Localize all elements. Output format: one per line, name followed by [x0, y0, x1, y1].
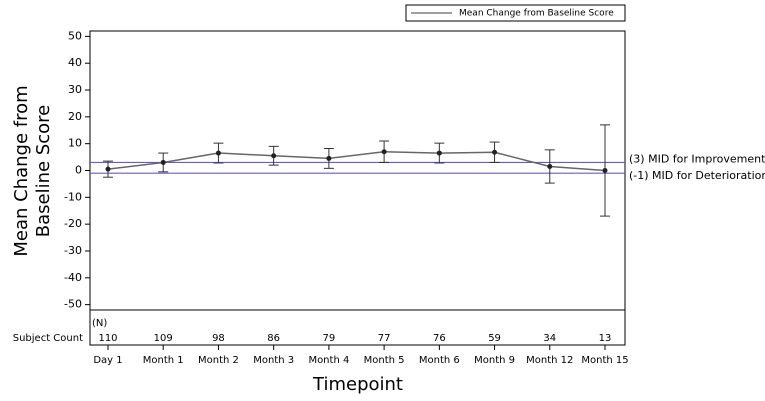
y-tick-label: 50: [68, 29, 82, 42]
y-tick-label: 20: [68, 110, 82, 123]
subject-count: 77: [378, 333, 391, 344]
x-tick-label: Month 3: [253, 355, 294, 366]
subject-count: 76: [433, 333, 446, 344]
point: [492, 149, 498, 155]
x-tick-label: Month 1: [143, 355, 184, 366]
point: [602, 168, 608, 173]
point: [381, 149, 387, 155]
reference-label: (-1) MID for Deterioration: [629, 169, 765, 182]
x-axis-title: Timepoint: [312, 374, 403, 395]
y-tick-label: -10: [64, 190, 82, 203]
y-tick-label: -20: [64, 217, 82, 230]
y-tick-label: 0: [75, 164, 82, 177]
legend-label: Mean Change from Baseline Score: [459, 9, 614, 19]
subject-count: 86: [267, 333, 280, 344]
subject-count: 110: [98, 333, 117, 344]
reference-label: (3) MID for Improvement: [629, 152, 765, 165]
point: [215, 150, 221, 156]
y-tick-label: 10: [68, 137, 82, 150]
subject-count: 109: [154, 333, 173, 344]
x-tick-label: Month 2: [198, 355, 239, 366]
x-tick-label: Month 6: [419, 355, 460, 366]
point: [271, 153, 277, 159]
subject-count: 79: [323, 333, 336, 344]
point: [105, 166, 111, 172]
x-tick-label: Month 15: [581, 355, 628, 366]
x-tick-label: Month 5: [364, 355, 405, 366]
y-tick-label: 30: [68, 83, 82, 96]
subject-count: 13: [599, 333, 612, 344]
series-line: [107, 150, 606, 172]
subject-count: 98: [212, 333, 225, 344]
x-tick-label: Month 12: [526, 355, 573, 366]
point: [160, 159, 166, 165]
point: [436, 150, 442, 156]
plot-frame: [89, 30, 626, 311]
x-tick-label: Day 1: [93, 355, 122, 366]
y-axis-title: Baseline Score: [33, 105, 54, 237]
x-tick-label: Month 9: [474, 355, 515, 366]
x-tick-label: Month 4: [308, 355, 349, 366]
count-label: Subject Count: [13, 333, 83, 344]
y-tick-label: -30: [64, 244, 82, 257]
count-frame: [89, 309, 626, 346]
y-axis-title: Mean Change from: [11, 85, 32, 256]
legend-box: [405, 4, 626, 22]
y-tick-label: 40: [68, 56, 82, 69]
point: [547, 163, 553, 169]
y-tick-label: -40: [64, 271, 82, 284]
y-axis-title-group: Mean Change from Baseline Score: [11, 85, 54, 256]
point: [326, 155, 332, 161]
y-tick-label: -50: [64, 298, 82, 311]
subject-count: 59: [488, 333, 501, 344]
count-header: (N): [92, 318, 107, 329]
subject-count: 34: [543, 333, 556, 344]
